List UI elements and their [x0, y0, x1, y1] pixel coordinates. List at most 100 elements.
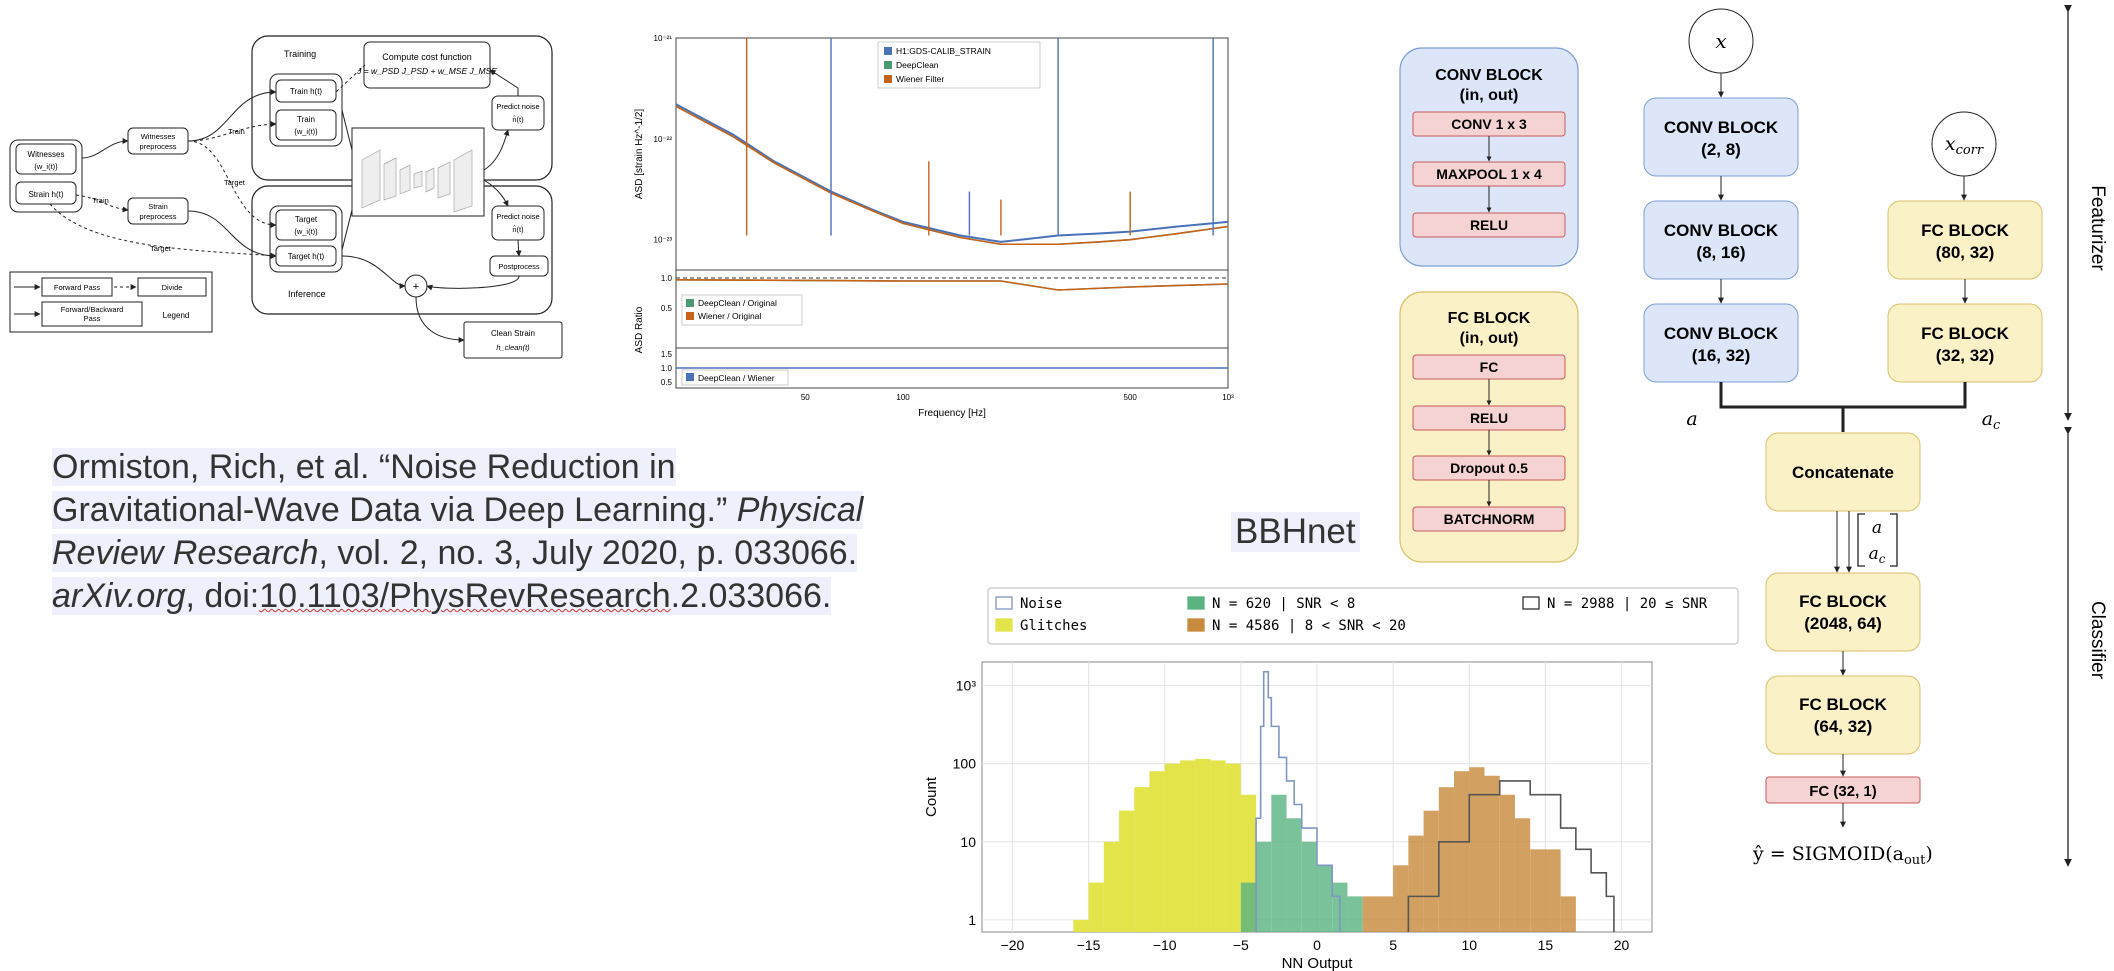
asd-legend-swatch	[884, 47, 892, 55]
hist-y-label: Count	[923, 776, 940, 817]
svg-text:CONV BLOCK: CONV BLOCK	[1435, 67, 1543, 84]
asd-chart: 10⁻²¹ 10⁻²² 10⁻²³ ASD [strain Hz^-1/2] ASD R…	[634, 34, 1234, 419]
svg-text:MAXPOOL 1 x 4: MAXPOOL 1 x 4	[1436, 166, 1542, 182]
hist-bar	[1362, 896, 1394, 932]
asd-x-tick: 50	[801, 393, 810, 402]
svg-text:Target: Target	[295, 215, 318, 224]
svg-text:preprocess: preprocess	[139, 212, 176, 221]
asd-wiener-tick: 1.0	[661, 364, 673, 373]
output-equation: ŷ = SIGMOID(aout)	[1752, 843, 1933, 868]
asd-legend-label: Wiener Filter	[896, 74, 944, 84]
hist-legend-swatch	[1187, 596, 1205, 610]
asd-legend-swatch	[884, 75, 892, 83]
hist-bar	[1240, 882, 1257, 932]
asd-legend-swatch	[686, 373, 694, 381]
svg-text:(64, 32): (64, 32)	[1814, 717, 1873, 736]
hist-bar	[1514, 818, 1531, 932]
fc-block-corr-1	[1887, 200, 2043, 280]
hist-bar	[1103, 841, 1120, 932]
svg-text:FC (32, 1): FC (32, 1)	[1809, 783, 1877, 800]
witnesses-box	[15, 143, 77, 175]
svg-text:(2, 8): (2, 8)	[1701, 140, 1741, 159]
hist-bar	[1438, 787, 1455, 932]
asd-line-2	[675, 105, 1229, 246]
svg-text:(in, out): (in, out)	[1460, 330, 1519, 347]
asd-x-tick: 100	[896, 393, 910, 402]
svg-text:Forward/Backward: Forward/Backward	[61, 305, 124, 314]
hist-bar	[1073, 919, 1089, 932]
inference-title: Inference	[288, 289, 326, 299]
svg-text:FC BLOCK: FC BLOCK	[1799, 695, 1888, 714]
svg-text:preprocess: preprocess	[139, 142, 176, 151]
fc-block-head-2	[1765, 675, 1921, 755]
hist-legend-label: Noise	[1020, 596, 1062, 612]
hist-x-label: NN Output	[1282, 955, 1354, 971]
asd-ratio-tick: 1.0	[661, 274, 673, 283]
hist-legend-label: N = 4586 | 8 < SNR < 20	[1212, 618, 1406, 634]
asd-y-tick: 10⁻²³	[654, 236, 673, 245]
hist-bar	[1469, 767, 1485, 932]
svg-text:Target h(t): Target h(t)	[288, 252, 325, 261]
hist-legend-box	[987, 587, 1739, 645]
fc-block-head-1	[1765, 572, 1921, 652]
svg-text:Postprocess: Postprocess	[498, 262, 540, 271]
svg-text:CONV BLOCK: CONV BLOCK	[1664, 324, 1779, 343]
clean-strain-box	[463, 321, 563, 359]
pipeline-diagram: Training Inference Compute cost function…	[9, 35, 563, 359]
asd-legend-low: DeepClean / Wiener	[681, 369, 789, 386]
hist-bar	[1164, 763, 1180, 932]
hist-bar	[1149, 771, 1165, 932]
svg-text:Legend: Legend	[163, 311, 190, 320]
hist-bar	[1408, 835, 1424, 932]
training-title: Training	[284, 49, 316, 59]
citation-doi-link[interactable]: 10.1103/PhysRevResearch	[259, 577, 671, 615]
svg-text:Strain: Strain	[148, 202, 168, 211]
svg-text:{w_i(t)}: {w_i(t)}	[34, 162, 58, 171]
hist-bar	[1271, 794, 1287, 932]
pipeline-dashed-edges	[49, 64, 366, 259]
asd-y-tick: 10⁻²¹	[654, 34, 673, 43]
hist-bar	[1454, 771, 1470, 932]
asd-legend-label: DeepClean / Wiener	[698, 373, 775, 383]
hist-legend-label: Glitches	[1020, 618, 1087, 634]
hist-x-tick: −15	[1077, 937, 1101, 953]
svg-text:RELU: RELU	[1470, 410, 1508, 426]
asd-legend-label: Wiener / Original	[698, 311, 761, 321]
hist-legend: Noise Glitches N = 620 | SNR < 8 N = 4586 |…	[987, 587, 1739, 645]
hist-bar	[1195, 758, 1211, 932]
asd-x-tick: 500	[1124, 393, 1138, 402]
asd-wiener-tick: 1.5	[661, 350, 673, 359]
svg-text:n̂(t): n̂(t)	[512, 115, 524, 124]
network-illustration	[361, 149, 473, 213]
hist-series-1	[1255, 670, 1341, 932]
svg-text:(in, out): (in, out)	[1460, 87, 1519, 104]
citation-journal-2: Review Research	[52, 534, 319, 572]
conv-op-relu	[1412, 212, 1566, 238]
target-group	[269, 205, 343, 273]
svg-text:Predict noise: Predict noise	[496, 102, 539, 111]
hist-series-2	[1240, 794, 1363, 932]
svg-text:{w_i(t)}: {w_i(t)}	[294, 127, 318, 136]
fc-block-corr-2	[1887, 303, 2043, 383]
hist-bar	[1393, 865, 1409, 932]
hist-bar	[1210, 760, 1226, 932]
svg-text:n̂(t): n̂(t)	[512, 225, 524, 234]
hist-bar	[1423, 810, 1439, 932]
svg-text:Concatenate: Concatenate	[1792, 463, 1894, 482]
hist-bar	[1499, 794, 1515, 932]
nn-output-histogram: −20 −15 −10 −5 0 5 10 15 20 10³ 100 10 1 Count NN Outp…	[923, 587, 1739, 971]
svg-text:Clean Strain: Clean Strain	[491, 329, 535, 338]
svg-text:Dropout 0.5: Dropout 0.5	[1450, 460, 1528, 476]
asd-legend-label: DeepClean / Original	[698, 298, 777, 308]
hist-bar	[1134, 787, 1150, 932]
svg-text:Train h(t): Train h(t)	[290, 87, 322, 96]
hist-y-tick: 10	[960, 834, 976, 850]
svg-text:FC BLOCK: FC BLOCK	[1799, 592, 1888, 611]
fc-op-batchnorm	[1412, 506, 1566, 532]
concat-vector: a ac	[1857, 513, 1898, 567]
hist-bar	[1560, 896, 1576, 932]
asd-legend-top: H1:GDS-CALIB_STRAIN DeepClean Wiener Filte…	[877, 41, 1041, 89]
asd-legend-label: DeepClean	[896, 60, 939, 70]
hist-x-tick: 10	[1461, 937, 1477, 953]
hist-series-4	[1407, 780, 1615, 932]
